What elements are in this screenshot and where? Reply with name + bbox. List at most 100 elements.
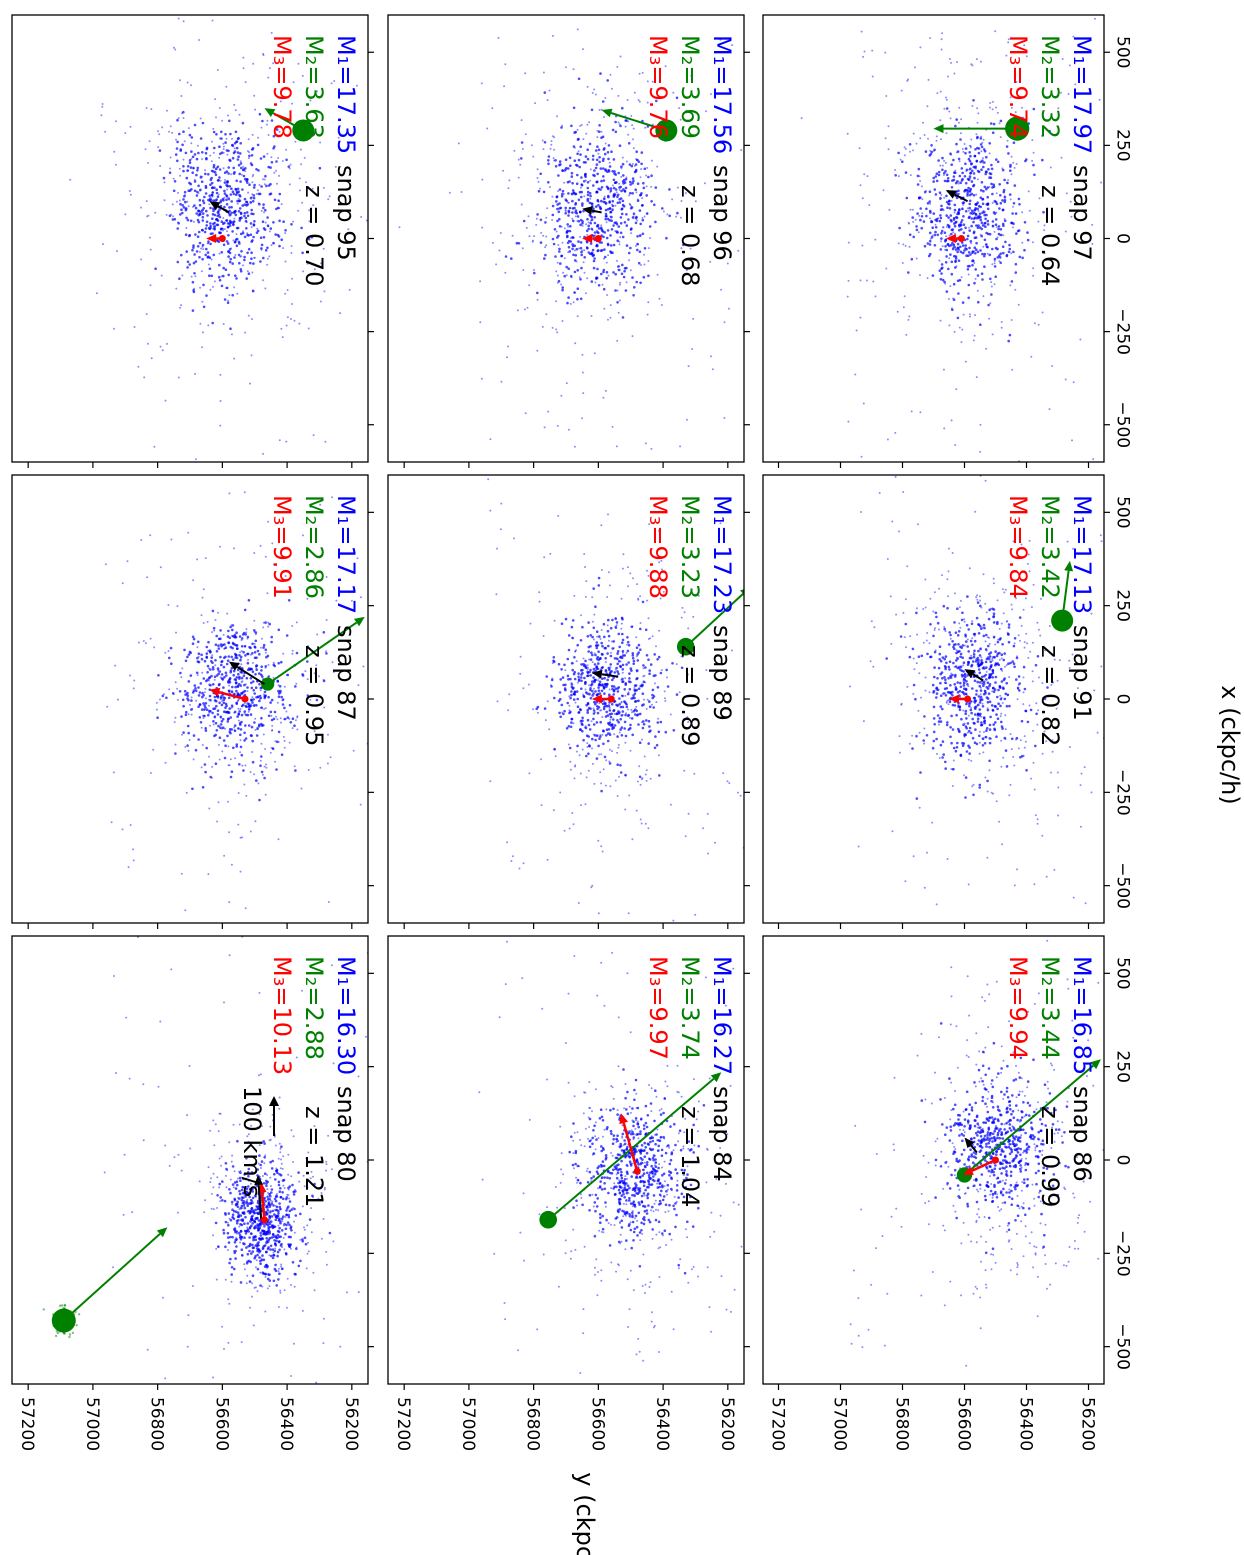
- particle-point: [224, 655, 227, 659]
- particle-point: [282, 1215, 285, 1218]
- particle-point: [271, 1200, 274, 1203]
- particle-point: [989, 1189, 993, 1193]
- particle-point: [617, 672, 620, 676]
- particle-point: [648, 1158, 652, 1161]
- particle-point: [584, 1127, 587, 1130]
- particle-point: [972, 1151, 976, 1154]
- particle-point: [677, 1132, 680, 1135]
- particle-point: [225, 1167, 228, 1171]
- particle-point: [923, 742, 926, 745]
- particle-point: [259, 764, 262, 767]
- particle-point: [131, 1211, 134, 1214]
- particle-point: [607, 1191, 610, 1195]
- particle-point: [996, 1176, 1000, 1180]
- particle-point: [1002, 1187, 1005, 1191]
- particle-point: [628, 794, 631, 797]
- particle-point: [277, 730, 281, 734]
- particle-point: [973, 1124, 977, 1128]
- particle-point: [237, 719, 240, 722]
- particle-point: [927, 1200, 930, 1203]
- particle-point: [1035, 1246, 1038, 1249]
- particle-point: [639, 1180, 642, 1184]
- particle-point: [236, 1183, 239, 1187]
- particle-point: [949, 633, 952, 637]
- particle-point: [221, 1325, 224, 1328]
- particle-point: [285, 1223, 288, 1227]
- particle-point: [600, 1269, 603, 1272]
- particle-point: [659, 1246, 662, 1249]
- particle-point: [616, 1134, 619, 1137]
- particle-point: [746, 648, 748, 650]
- particle-point: [601, 1227, 605, 1231]
- particle-point: [1050, 1147, 1053, 1149]
- particle-point: [1071, 653, 1074, 656]
- particle-point: [413, 1291, 415, 1293]
- particle-point: [692, 695, 695, 697]
- particle-point: [258, 1250, 261, 1254]
- particle-point: [282, 1236, 285, 1239]
- particle-point: [244, 724, 247, 727]
- particle-point: [186, 724, 190, 728]
- particle-point: [680, 655, 683, 658]
- particle-point: [259, 1163, 263, 1167]
- particle-point: [945, 701, 948, 704]
- particle-point: [251, 1190, 254, 1193]
- particle-point: [258, 798, 261, 802]
- particle-point: [605, 759, 608, 762]
- particle-point: [584, 595, 587, 598]
- particle-point: [981, 1099, 984, 1103]
- particle-point: [934, 1140, 937, 1143]
- particle-point: [631, 711, 633, 714]
- particle-point: [206, 620, 209, 623]
- particle-point: [608, 733, 612, 736]
- particle-point: [306, 1224, 309, 1227]
- particle-point: [259, 1284, 262, 1287]
- particle-point: [227, 629, 230, 633]
- particle-point: [602, 1135, 604, 1138]
- particle-point: [290, 1208, 294, 1211]
- particle-point: [660, 1189, 663, 1193]
- particle-point: [331, 661, 334, 664]
- particle-point: [234, 685, 237, 689]
- particle-point: [234, 1249, 237, 1253]
- particle-point: [247, 1140, 250, 1143]
- particle-point: [668, 1203, 671, 1207]
- particle-point: [644, 1161, 646, 1164]
- particle-point: [619, 664, 622, 668]
- particle-point: [227, 1223, 230, 1227]
- particle-point: [188, 739, 191, 741]
- particle-point: [201, 786, 205, 789]
- particle-point: [961, 1139, 964, 1143]
- particle-point: [980, 1260, 982, 1263]
- particle-point: [290, 1229, 293, 1232]
- particle-point: [697, 594, 700, 597]
- particle-point: [272, 1253, 275, 1257]
- particle-point: [992, 1121, 996, 1124]
- particle-point: [643, 1141, 646, 1145]
- particle-point: [1005, 1107, 1009, 1111]
- particle-point: [619, 705, 623, 709]
- particle-point: [603, 1176, 606, 1179]
- particle-point: [687, 812, 690, 815]
- particle-point: [653, 746, 657, 750]
- particle-point: [591, 596, 594, 599]
- particle-point: [599, 709, 602, 712]
- particle-point: [212, 626, 216, 630]
- particle-point: [984, 602, 987, 605]
- particle-point: [232, 1123, 235, 1126]
- particle-point: [922, 739, 925, 742]
- particle-point: [965, 1090, 969, 1094]
- particle-point: [655, 1208, 657, 1211]
- particle-point: [261, 773, 264, 776]
- particle-point: [587, 752, 590, 755]
- particle-point: [953, 1145, 956, 1148]
- particle-point: [1001, 843, 1004, 846]
- particle-point: [675, 1200, 678, 1203]
- particle-cloud: [849, 939, 1104, 1367]
- particle-point: [988, 636, 991, 639]
- particle-point: [305, 1157, 308, 1160]
- particle-point: [247, 1259, 251, 1263]
- particle-point: [573, 1095, 576, 1098]
- particle-point: [567, 648, 571, 652]
- particle-point: [636, 1219, 639, 1222]
